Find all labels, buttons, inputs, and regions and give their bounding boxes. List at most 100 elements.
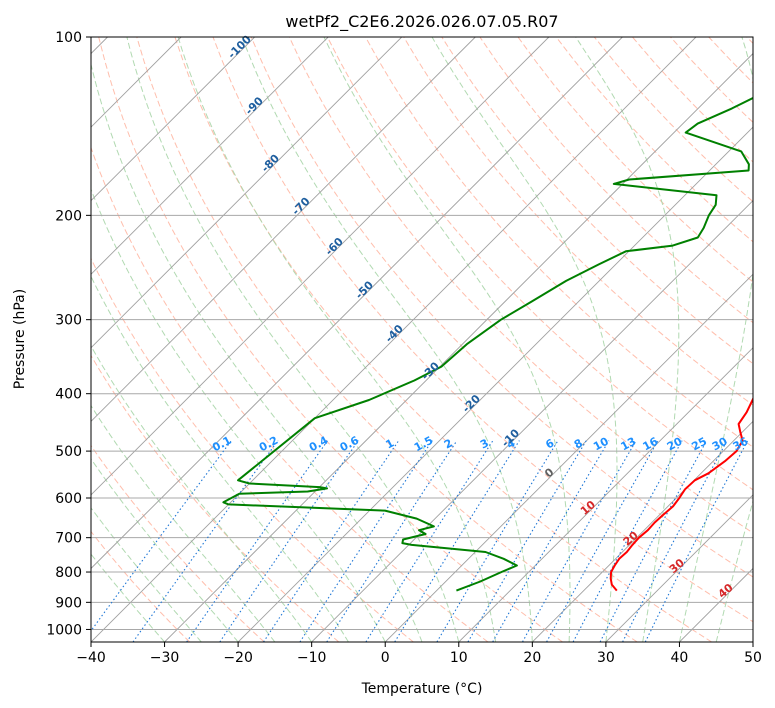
moist-adiabat-line xyxy=(91,457,239,642)
isotherm-line xyxy=(311,200,753,642)
moist-adiabat-line xyxy=(241,37,533,642)
dewpoint-line xyxy=(222,96,753,592)
y-tick-label: 100 xyxy=(55,30,82,46)
isotherm-label: -40 xyxy=(383,322,406,345)
isotherm-line xyxy=(91,37,403,349)
mixing-ratio-label: 16 xyxy=(641,435,661,454)
moist-adiabat-label: 30 xyxy=(667,556,687,576)
moist-adiabat-line xyxy=(575,37,680,642)
temperature-line xyxy=(609,396,753,592)
moist-adiabat-label: 10 xyxy=(578,498,598,518)
mixing-ratio-label: 13 xyxy=(619,435,639,454)
dry-adiabat-line xyxy=(91,530,190,642)
mixing-ratio-line xyxy=(599,440,708,642)
mixing-ratio-line xyxy=(91,440,232,632)
y-tick-label: 300 xyxy=(55,313,82,329)
moist-adiabat-line xyxy=(91,507,202,642)
mixing-ratio-label: 36 xyxy=(731,435,751,454)
x-tick-label: 50 xyxy=(744,650,762,666)
x-tick-label: 20 xyxy=(523,650,541,666)
x-tick-label: 30 xyxy=(597,650,615,666)
dry-adiabat-line xyxy=(326,37,753,491)
chart-title: wetPf2_C2E6.2026.026.07.05.R07 xyxy=(285,12,558,32)
y-tick-label: 500 xyxy=(55,444,82,460)
mixing-ratio-line xyxy=(492,440,610,642)
mixing-ratio-line xyxy=(186,440,329,642)
moist-adiabat-line xyxy=(91,62,423,642)
mixing-ratio-line xyxy=(436,440,559,642)
dry-adiabat-line xyxy=(403,37,753,406)
moist-adiabat-line xyxy=(91,553,165,642)
x-tick-label: −20 xyxy=(223,650,253,666)
dry-adiabat-line xyxy=(670,37,753,124)
dry-adiabat-line xyxy=(98,37,563,642)
isotherm-line xyxy=(91,37,476,422)
mixing-ratio-line xyxy=(263,440,400,642)
dry-adiabat-line xyxy=(746,37,753,44)
moist-adiabat-line xyxy=(91,188,386,642)
moist-adiabat-line xyxy=(177,37,497,642)
mixing-ratio-line xyxy=(644,440,749,642)
x-tick-label: 40 xyxy=(671,650,689,666)
x-tick-label: −10 xyxy=(297,650,327,666)
y-tick-label: 900 xyxy=(55,595,82,611)
mixing-ratio-label: 2 xyxy=(442,436,455,451)
moist-adiabat-line xyxy=(678,37,753,642)
mixing-ratio-label: 20 xyxy=(665,435,685,454)
dry-adiabat-line xyxy=(91,257,414,642)
dry-adiabat-line xyxy=(632,37,753,163)
dry-adiabat-line xyxy=(250,37,753,578)
mixing-ratio-line xyxy=(467,440,587,642)
isotherm-label: -10 xyxy=(499,426,522,449)
x-tick-label: 0 xyxy=(381,650,390,666)
isotherm-line xyxy=(91,37,623,570)
mixing-ratio-line xyxy=(326,440,458,642)
isotherm-label: -80 xyxy=(259,152,282,175)
mixing-ratio-line xyxy=(132,440,279,642)
dry-adiabat-line xyxy=(708,37,753,84)
mixing-ratio-line xyxy=(219,440,359,642)
dry-adiabat-line xyxy=(479,37,753,324)
x-tick-label: 10 xyxy=(450,650,468,666)
x-tick-label: −30 xyxy=(150,650,180,666)
mixing-ratio-lines xyxy=(91,440,749,642)
isotherm-line xyxy=(605,494,753,642)
moist-adiabat-line xyxy=(91,345,313,642)
isotherm-line xyxy=(91,37,329,275)
mixing-ratio-label: 25 xyxy=(689,435,709,454)
isotherm-line xyxy=(458,347,753,642)
isotherm-line xyxy=(91,37,255,202)
y-tick-label: 700 xyxy=(55,531,82,547)
mixing-ratio-line xyxy=(394,440,520,642)
moist-adiabat-line xyxy=(715,498,753,642)
mixing-ratio-label: 10 xyxy=(591,435,611,454)
mixing-ratio-label: 30 xyxy=(710,435,730,454)
sounding-series xyxy=(222,96,753,592)
background-grid xyxy=(91,37,753,642)
y-axis: 1000 900 800 700 600 500 400 300 200 100 xyxy=(46,30,91,638)
mixing-ratio-line xyxy=(365,440,494,642)
y-tick-label: 600 xyxy=(55,491,82,507)
isotherm-line xyxy=(384,273,753,642)
moist-adiabat-line xyxy=(91,404,276,642)
dry-adiabat-line xyxy=(593,37,753,203)
isotherm-line xyxy=(91,37,697,642)
isotherm-label: -60 xyxy=(323,235,346,258)
plot-frame xyxy=(90,36,754,643)
x-axis: −40 −30 −20 −10 0 10 20 30 40 50 xyxy=(76,642,762,666)
y-tick-label: 1000 xyxy=(46,622,82,638)
moist-adiabat-line xyxy=(126,37,460,642)
moist-adiabat-line xyxy=(323,37,571,642)
moist-adiabat-label: 40 xyxy=(716,581,736,601)
mixing-ratio-label: 6 xyxy=(543,436,556,451)
isotherm-line xyxy=(532,420,753,642)
y-tick-label: 800 xyxy=(55,565,82,581)
isotherm-label: -20 xyxy=(460,392,483,415)
moist-adiabat-line xyxy=(431,37,618,642)
isotherm-line xyxy=(237,126,753,642)
dry-adiabat-line xyxy=(136,37,638,642)
mixing-ratio-line xyxy=(522,440,637,642)
isotherm-line xyxy=(91,37,550,496)
dry-adiabat-line xyxy=(212,37,753,623)
dry-adiabat-line xyxy=(91,354,340,642)
